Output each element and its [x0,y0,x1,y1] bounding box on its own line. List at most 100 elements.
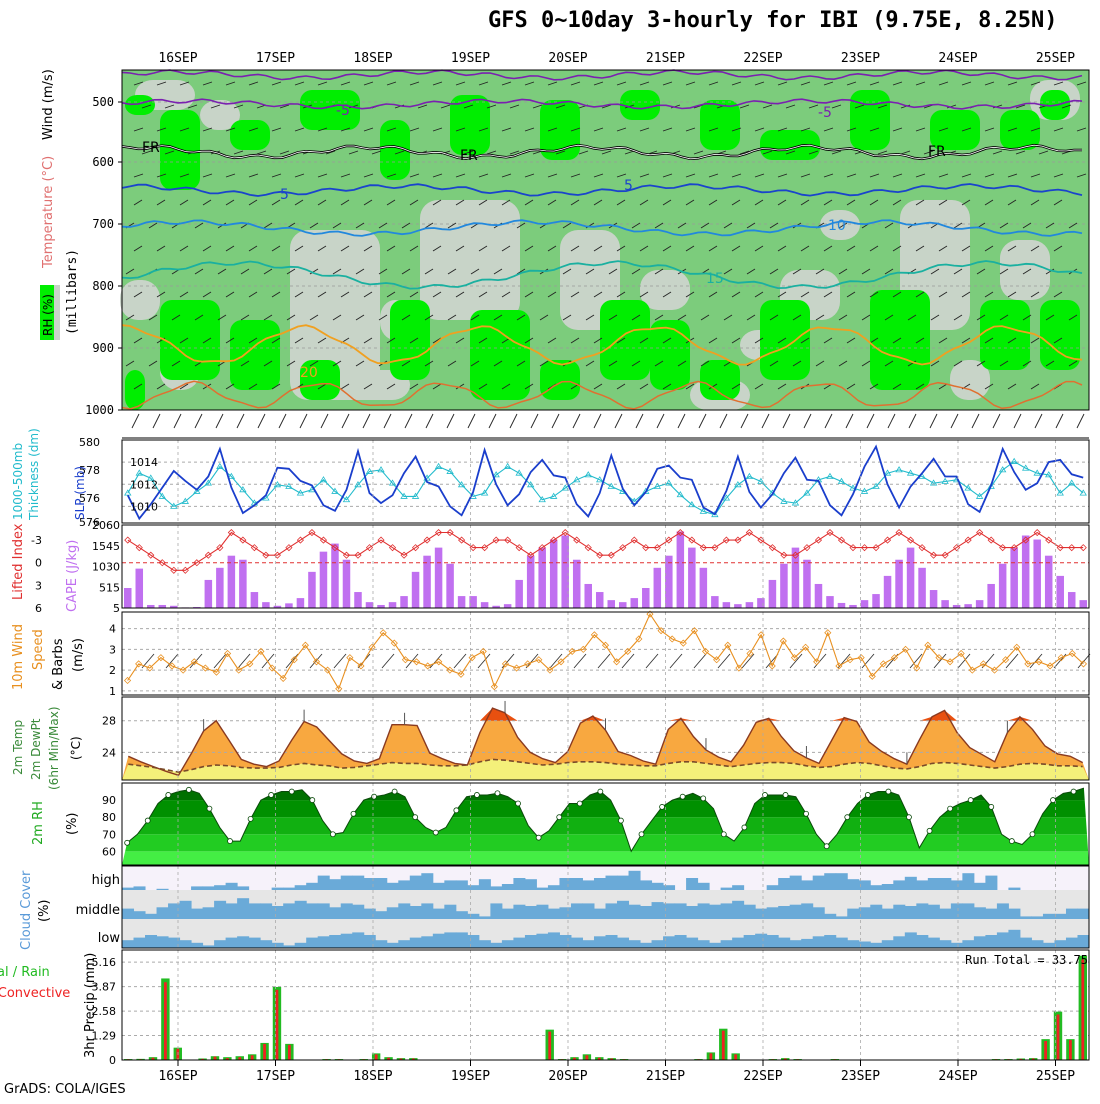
cape-bar [400,596,408,608]
millibars-axis-label: (millibars) [65,249,80,335]
slp-axis-label: SLP (mb) [73,466,87,520]
cloud-low-bar [375,940,387,948]
thickness-axis-label-1: 1000-500mb [11,443,25,520]
cloud-middle-bar [801,903,813,919]
rh-point [392,789,397,794]
rh-axis-label-2: (%) [65,813,80,836]
surface-barb [363,414,370,428]
rh-point [474,792,479,797]
cloud-high-bar [490,886,502,890]
cloud-middle-bar [1077,909,1089,919]
date-label-top: 23SEP [841,51,880,66]
surface-barb [1035,414,1042,428]
cloud-low-bar [490,943,502,948]
cloud-high-bar [939,878,951,890]
cloud-high-bar [847,879,859,890]
rh-point [536,835,541,840]
cape-bar [1068,592,1076,608]
surface-barb [951,414,958,428]
rh-point [1009,839,1014,844]
rh-axis-label: RH (%) [41,294,55,336]
cloud-high-bar [962,873,974,890]
cloud-low-bar [525,935,537,948]
cloud-low-bar [1054,940,1066,948]
cape-bar [239,560,247,608]
cape-bar [527,556,535,608]
rh-low-area [1000,240,1050,300]
cloud-middle-bar [329,907,341,919]
rh-point [557,815,562,820]
date-label-top: 22SEP [743,51,782,66]
cloud-middle-bar [341,903,353,919]
cape-bar [550,540,558,608]
cloud-middle-bar [490,903,502,919]
cloud-low-bar [686,938,698,948]
cloud-middle-bar [755,909,767,919]
cloud-middle-bar [249,903,261,919]
surface-barb [888,414,895,428]
cloud-low-bar [191,943,203,948]
cloud-low-bar [594,936,606,948]
cloud-high-bar [444,880,456,890]
surface-barb [300,414,307,428]
cloud-low-bar [582,940,594,948]
rh-high-area [650,320,690,390]
lifted-index-point [125,537,131,543]
surface-barb [132,414,139,428]
contour-label: -5 [818,105,832,121]
cape-bar [446,564,454,608]
cape-bar [538,548,546,608]
cape-bar [654,568,662,608]
cloud-low-bar [997,932,1009,948]
date-label-bottom: 25SEP [1036,1069,1075,1084]
cloud-low-bar [387,943,399,948]
surface-barb [825,414,832,428]
date-label-bottom: 22SEP [743,1069,782,1084]
surface-barb [174,414,181,428]
cloud-low-bar [571,938,583,948]
precip-convective-bar [288,1045,291,1060]
rh-point [145,818,150,823]
cloud-middle-bar [548,909,560,919]
cloud-low-bar [214,940,226,948]
cloud-low-bar [295,943,307,948]
surface-barb [972,414,979,428]
surface-barb [321,414,328,428]
thickness-axis-label-2: Thickness (dm) [27,428,41,521]
cloud-low-bar [824,935,836,948]
surface-barb [930,414,937,428]
cloud-level-label: middle [76,903,120,918]
cloud-high-bar [985,876,997,890]
surface-wind-barb [454,654,466,668]
cloud-high-bar [203,886,215,890]
cape-bar [136,569,144,608]
cloud-axis-label-2: (%) [37,900,52,923]
cape-bar [619,602,627,608]
cape-bar [757,598,765,608]
cloud-middle-bar [997,903,1009,919]
cloud-middle-bar [629,905,641,919]
cloud-middle-bar [893,905,905,919]
cloud-middle-bar [744,905,756,919]
surface-barb [636,414,643,428]
rh-high-area [760,300,810,380]
wind-tick-label: 4 [109,623,116,636]
cloud-high-bar [836,873,848,890]
cloud-middle-bar [536,905,548,919]
surface-barb [279,414,286,428]
cloud-middle-bar [1043,914,1055,919]
rh-point [516,801,521,806]
cloud-middle-bar [145,914,157,919]
surface-barb [552,414,559,428]
cloud-low-bar [548,932,560,948]
cape-bar [999,564,1007,608]
contour-label: 5 [280,187,289,203]
cloud-high-bar [122,888,134,890]
cape-bar [884,576,892,608]
surface-barb [153,414,160,428]
cloud-low-bar [341,934,353,948]
